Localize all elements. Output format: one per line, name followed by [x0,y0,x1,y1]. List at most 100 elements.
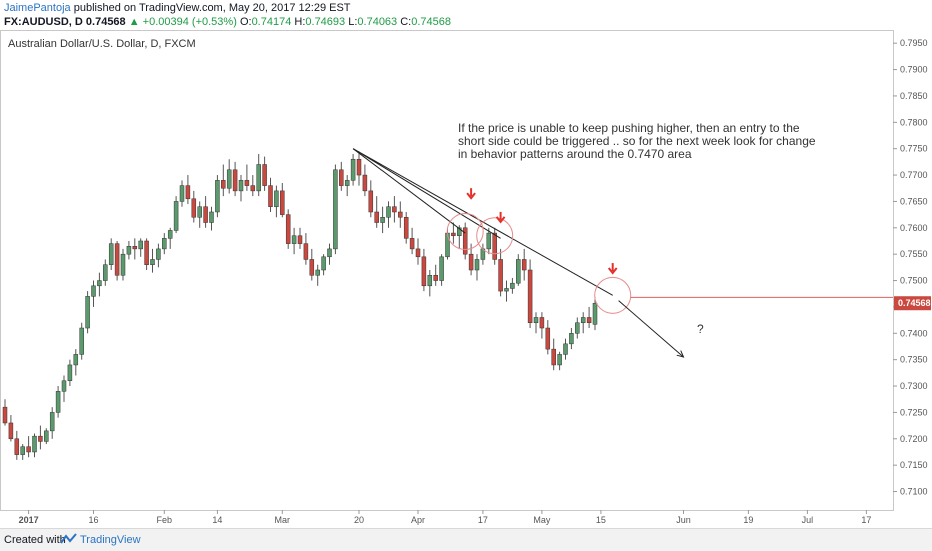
time-axis-label: 17 [478,515,488,525]
candle-body [533,317,539,323]
candle-body [315,269,320,276]
pane-title: Australian Dollar/U.S. Dollar, D, FXCM [8,38,196,50]
tradingview-brand[interactable]: TradingView [80,534,141,546]
price-axis-label: 0.7250 [900,407,928,417]
candle-body [398,211,403,218]
candle-body [150,259,155,265]
time-axis-label: Apr [411,515,425,525]
change-text: ▲ +0.00394 (+0.53%) [128,16,237,28]
price-axis-label: 0.7100 [900,487,928,497]
time-axis-label: Jun [676,515,691,525]
candle-body [132,246,138,250]
candle-body [144,240,149,265]
candle-body [203,206,208,223]
candle-body [2,406,8,424]
price-axis-label: 0.7400 [900,328,928,338]
candle-body [14,438,20,455]
candle-body [539,317,545,329]
price-axis-label: 0.7650 [900,196,928,206]
candle-body [551,348,556,366]
price-axis-label: 0.7200 [900,434,928,444]
candle-body [167,230,173,239]
last-price: 0.74568 [85,16,126,28]
candle-body [61,380,67,392]
time-axis-label: Jul [802,515,814,525]
candle-body [592,302,598,325]
candle-body [38,435,43,442]
candle-body [268,185,273,207]
candle-body [138,240,143,250]
candle-body [368,190,374,213]
open-label: O: [239,16,252,28]
candle-body [321,256,326,271]
price-axis-label: 0.7600 [900,223,928,233]
candle-body [179,185,185,202]
highlight-circle [476,217,514,255]
candle-body [580,317,586,323]
candle-body [362,174,368,192]
candle-body [108,243,114,265]
candle-body [356,158,362,176]
candle-body [344,180,350,186]
last-price-label: 0.74568 [898,298,931,308]
time-axis-label: 20 [354,515,364,525]
candle-body [262,164,267,186]
candle-body [504,288,509,292]
candle-body [409,238,415,250]
candle-body [191,198,197,218]
candle-body [527,269,533,323]
candle-body [97,280,102,287]
candle-body [333,169,338,250]
high-value: 0.74693 [305,16,346,28]
down-arrow-head [466,192,476,200]
projection-arrow-head [676,350,685,358]
candle-body [8,422,14,440]
price-axis-label: 0.7550 [900,249,928,259]
candle-body [462,227,468,255]
price-axis-label: 0.7850 [900,91,928,101]
candle-body [451,232,456,236]
open-value: 0.74174 [251,16,292,28]
candle-body [291,235,297,244]
close-label: C: [400,16,412,28]
down-arrow-head [495,216,506,224]
candle-body [215,180,220,213]
candle-body [126,246,132,255]
candle-body [274,190,279,207]
last-price-badge [894,296,931,311]
candle-body [557,354,562,366]
highlight-circle [594,276,632,314]
candle-body [427,275,433,287]
highlight-circle [446,212,484,250]
published-text: published on TradingView.com, May 20, 20… [73,2,351,14]
price-axis-label: 0.7300 [900,381,928,391]
price-axis-label: 0.7750 [900,144,928,154]
candle-body [120,253,126,276]
candle-body [563,343,568,355]
candle-body [439,256,444,281]
candle-body [415,248,421,258]
candle-body [516,259,521,284]
candle-body [26,446,31,453]
trendline [352,148,466,234]
candle-body [303,243,309,260]
candle-body [185,185,191,200]
author-link[interactable]: JaimePantoja [4,2,71,14]
candle-body [433,275,438,281]
candle-body [474,259,480,271]
down-arrow-head [607,267,618,275]
high-label: H: [294,16,306,28]
candle-body [380,217,385,223]
candle-body [226,169,232,189]
candle-body [285,214,291,244]
candle-body [403,217,409,239]
candle-body [498,259,503,292]
footer-bar: Created with TradingView [0,528,932,551]
price-chart[interactable]: 0.7100 0.7150 0.7200 0.7250 0.7300 0.7350 0.74… [0,0,932,528]
price-axis-label: 0.7500 [900,276,928,286]
candle-body [209,211,214,223]
candle-body [162,238,167,250]
symbol-quote-line: FX:AUDUSD, D 0.74568 ▲ +0.00394 (+0.53%)… [4,16,451,28]
candle-body [492,232,497,260]
price-axis-label: 0.7900 [900,65,928,75]
